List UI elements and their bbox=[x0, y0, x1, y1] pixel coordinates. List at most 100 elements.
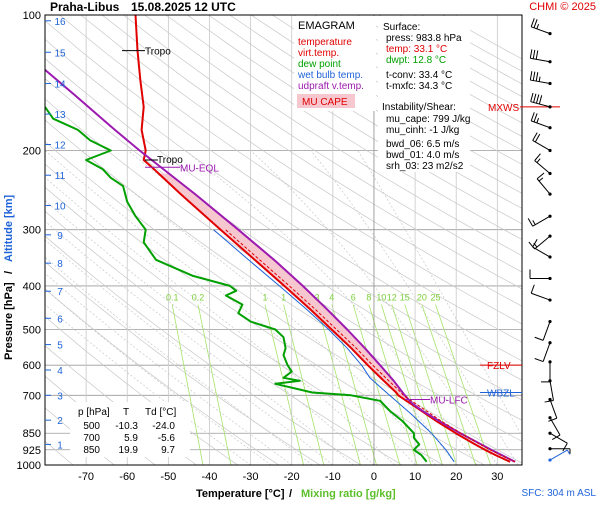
table-cell-td: -24.0 bbox=[152, 421, 175, 432]
wind-barb-base bbox=[548, 215, 551, 218]
wind-barb-staff bbox=[543, 322, 550, 341]
mixing-ratio-label: 0.2 bbox=[192, 293, 205, 303]
wind-barb-feather bbox=[533, 72, 535, 81]
wind-barb-feather bbox=[545, 401, 554, 403]
surface-line: press: 983.8 hPa bbox=[386, 33, 462, 44]
wind-barb-base bbox=[548, 341, 551, 344]
mixing-ratio-label: 1 bbox=[281, 293, 286, 303]
table-header-td: Td [°C] bbox=[145, 407, 176, 418]
wind-barbs bbox=[528, 18, 570, 461]
wind-barb-staff bbox=[550, 399, 557, 418]
station-name: Praha-Libus bbox=[50, 0, 120, 14]
pressure-tick-label: 850 bbox=[23, 428, 41, 440]
y-axis-separator: / bbox=[3, 271, 15, 274]
wind-barb-base bbox=[548, 398, 551, 401]
table-header-p: p [hPa] bbox=[78, 407, 110, 418]
mixing-ratio-label: 1 bbox=[262, 293, 267, 303]
wind-barb-feather bbox=[534, 94, 536, 103]
mu-lfc-label: MU-LFC bbox=[430, 395, 468, 406]
mu-cape: mu_cape: 799 J/kg bbox=[386, 114, 471, 125]
altitude-tick-label: 7 bbox=[57, 287, 63, 298]
wind-barb-feather bbox=[539, 178, 543, 181]
wind-barb-base bbox=[548, 149, 551, 152]
t-mxfc: t-mxfc: 34.3 °C bbox=[386, 81, 452, 92]
wind-barb-feather bbox=[531, 18, 534, 26]
mixing-ratio-label: 15 bbox=[400, 293, 410, 303]
wind-barb-feather bbox=[537, 24, 539, 29]
table-cell-p: 700 bbox=[83, 433, 100, 444]
altitude-tick-label: 10 bbox=[54, 201, 66, 212]
altitude-tick-label: 9 bbox=[57, 231, 63, 242]
wind-barb-base bbox=[548, 379, 551, 382]
x-axis-separator: / bbox=[289, 488, 292, 500]
table-cell-t: 5.9 bbox=[124, 433, 138, 444]
wind-barb-staff bbox=[550, 418, 560, 435]
pressure-tick-label: 700 bbox=[23, 390, 41, 402]
wind-barb-base bbox=[548, 360, 551, 363]
pressure-axis-label: Pressure [hPa] bbox=[3, 282, 15, 360]
wind-barb-base bbox=[548, 192, 551, 195]
mixing-ratio-label: 10 bbox=[376, 293, 386, 303]
bwd-06: bwd_06: 6.5 m/s bbox=[386, 139, 459, 150]
surface-elevation-label: SFC: 304 m ASL bbox=[522, 488, 597, 499]
table-cell-t: 19.9 bbox=[119, 445, 139, 456]
dry-adiabat bbox=[0, 15, 567, 465]
altitude-tick-label: 14 bbox=[54, 80, 66, 91]
wind-barb-feather bbox=[537, 159, 540, 163]
altitude-tick-label: 5 bbox=[57, 341, 63, 352]
altitude-tick-label: 13 bbox=[54, 110, 66, 121]
legend-item: virt.temp. bbox=[298, 48, 339, 59]
tropo-upper-label: Tropo bbox=[145, 47, 171, 58]
surface-line: dwpt: 12.8 °C bbox=[386, 55, 446, 66]
table-header-t: T bbox=[123, 407, 129, 418]
wind-barb-feather bbox=[537, 173, 544, 179]
pressure-tick-label: 300 bbox=[23, 225, 41, 237]
moist-adiabat bbox=[358, 151, 539, 466]
mixing-ratio-label: 4 bbox=[329, 293, 334, 303]
altitude-tick-label: 3 bbox=[57, 391, 63, 402]
wind-barb-staff bbox=[535, 236, 550, 249]
mixing-ratio-axis-label: Mixing ratio [g/kg] bbox=[301, 488, 396, 500]
altitude-tick-label: 16 bbox=[54, 17, 66, 28]
wind-barb-feather bbox=[531, 93, 533, 102]
mixing-ratio-label: 25 bbox=[430, 293, 440, 303]
legend-item: udpraft v.temp. bbox=[298, 81, 364, 92]
wind-barb-feather bbox=[567, 450, 570, 454]
temperature-tick-label: -70 bbox=[78, 471, 94, 483]
temperature-axis-label: Temperature [°C] bbox=[196, 488, 285, 500]
wind-barb-feather bbox=[528, 218, 533, 226]
wind-barb-feather bbox=[533, 220, 536, 224]
wind-barb-feather bbox=[536, 50, 538, 59]
pressure-tick-label: 200 bbox=[23, 145, 41, 157]
temperature-tick-label: 10 bbox=[409, 471, 421, 483]
wind-barb-feather bbox=[537, 118, 539, 123]
wind-barb-base bbox=[548, 432, 551, 435]
y-axis-title: Pressure [hPa] / Altitude [km] bbox=[3, 194, 15, 360]
wind-barb-base bbox=[548, 458, 551, 461]
instability-heading: Instability/Shear: bbox=[382, 102, 456, 113]
wind-barb-feather bbox=[530, 71, 532, 80]
temperature-tick-label: -20 bbox=[284, 471, 300, 483]
temperature-tick-label: -30 bbox=[243, 471, 259, 483]
wind-barb-staff bbox=[550, 433, 567, 443]
mixing-ratio-label: 12 bbox=[387, 293, 397, 303]
wind-barb-feather bbox=[534, 113, 537, 121]
wbzl-label: WBZL bbox=[487, 388, 515, 399]
legend-item: temperature bbox=[298, 37, 352, 48]
wind-barb-base bbox=[548, 32, 551, 35]
pressure-tick-label: 1000 bbox=[17, 460, 41, 472]
wind-barb-base bbox=[548, 255, 551, 258]
table-cell-td: 9.7 bbox=[161, 445, 175, 456]
x-axis-title: Temperature [°C] / Mixing ratio [g/kg] bbox=[196, 488, 396, 500]
mixing-ratio-label: 20 bbox=[417, 293, 427, 303]
table-cell-td: -5.6 bbox=[158, 433, 176, 444]
wind-barb-feather bbox=[530, 49, 532, 58]
wind-barb-feather bbox=[531, 285, 534, 293]
legend-item: dew point bbox=[298, 59, 341, 70]
temperature-tick-label: 20 bbox=[450, 471, 462, 483]
temperature-tick-label: -60 bbox=[119, 471, 135, 483]
wind-barb-feather bbox=[539, 95, 541, 104]
temperature-tick-label: -40 bbox=[202, 471, 218, 483]
